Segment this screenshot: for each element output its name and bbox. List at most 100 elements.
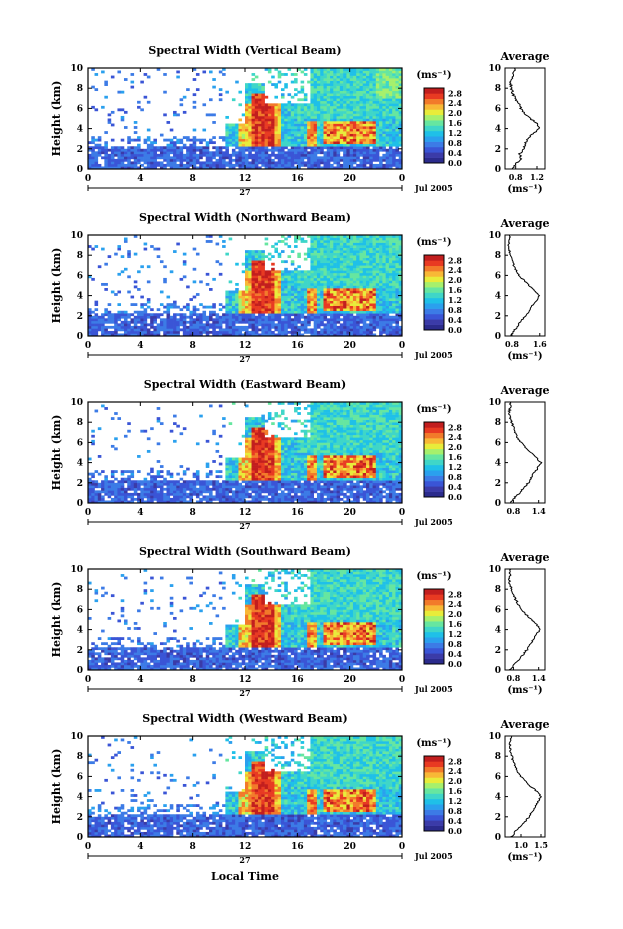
average-frame	[504, 568, 546, 671]
average-x-tick-label: 1.5	[534, 840, 548, 850]
average-y-tick-label: 4	[495, 793, 501, 803]
panel-5: Spectral Width (Westward Beam)0 4 8 12 16 20 0…	[50, 712, 550, 865]
average-frame	[504, 234, 546, 337]
colorbar-swatch	[424, 605, 444, 611]
colorbar-swatch	[424, 594, 444, 601]
colorbar-tick-label: 2.0	[448, 609, 462, 619]
colorbar-swatch	[424, 615, 444, 622]
colorbar-swatch	[424, 271, 444, 277]
colorbar-swatch	[424, 438, 444, 444]
y-tick-label: 8	[77, 251, 83, 261]
colorbar-tick-label: 1.2	[448, 796, 462, 806]
colorbar-swatch	[424, 93, 444, 100]
colorbar-swatch	[424, 104, 444, 110]
x-tick-label: 8	[190, 508, 196, 518]
average-y-tick-label: 8	[495, 84, 501, 94]
average-y-tick-label: 8	[495, 585, 501, 595]
x-tick-label: 0	[399, 174, 405, 184]
colorbar-tick-label: 0.0	[448, 325, 462, 335]
colorbar-tick-label: 1.6	[448, 452, 462, 462]
y-tick-label: 6	[77, 271, 83, 281]
average-y-tick-label: 4	[495, 626, 501, 636]
average-profile-line	[508, 735, 542, 838]
x-tick-label: 8	[190, 675, 196, 685]
y-axis-label: Height (km)	[50, 81, 63, 157]
average-y-tick-label: 6	[495, 605, 501, 615]
colorbar-tick-label: 2.4	[448, 265, 462, 275]
colorbar-tick-label: 2.4	[448, 98, 462, 108]
colorbar-tick-label: 1.6	[448, 118, 462, 128]
month-label: Jul 2005	[414, 350, 453, 360]
colorbar-tick-label: 2.0	[448, 776, 462, 786]
colorbar-frame	[423, 87, 445, 164]
y-tick-label: 10	[70, 231, 83, 241]
average-y-tick-label: 10	[488, 64, 501, 74]
heatmap-cells	[88, 569, 403, 671]
colorbar-tick-label: 0.0	[448, 826, 462, 836]
x-tick-label: 12	[239, 842, 252, 852]
average-y-tick-label: 4	[495, 125, 501, 135]
colorbar-swatch	[424, 292, 444, 299]
colorbar-tick-label: 0.8	[448, 138, 462, 148]
colorbar-swatch	[424, 443, 444, 450]
y-tick-label: 8	[77, 84, 83, 94]
colorbar-swatch	[424, 427, 444, 434]
colorbar-swatch	[424, 255, 444, 261]
colorbar-tick-label: 0.8	[448, 639, 462, 649]
colorbar-frame	[423, 755, 445, 832]
colorbar-swatch	[424, 303, 444, 309]
y-tick-label: 2	[77, 646, 83, 656]
colorbar-swatch	[424, 621, 444, 627]
x-tick-label: 0	[399, 341, 405, 351]
colorbar-swatch	[424, 297, 444, 304]
colorbar-swatch	[424, 141, 444, 148]
panel-2: Spectral Width (Northward Beam)0 4 8 12 16 20…	[50, 211, 550, 364]
x-tick-label: 8	[190, 842, 196, 852]
colorbar-tick-label: 0.8	[448, 472, 462, 482]
y-tick-label: 4	[77, 626, 83, 636]
colorbar-tick-label: 1.6	[448, 786, 462, 796]
average-y-tick-label: 6	[495, 271, 501, 281]
average-title: Average	[499, 384, 549, 397]
x-tick-label: 16	[291, 508, 304, 518]
colorbar-tick-label: 1.2	[448, 629, 462, 639]
x-tick-label: 4	[137, 341, 143, 351]
colorbar-tick-label: 2.4	[448, 432, 462, 442]
colorbar-tick-label: 1.6	[448, 285, 462, 295]
y-tick-label: 0	[77, 666, 83, 676]
average-y-tick-label: 10	[488, 231, 501, 241]
date-label: 27	[239, 688, 250, 698]
y-tick-label: 4	[77, 793, 83, 803]
average-x-tick-label: 1.4	[532, 506, 546, 516]
average-x-tick-label: 0.8	[505, 339, 519, 349]
date-label: 27	[239, 187, 250, 197]
average-y-tick-label: 0	[495, 165, 501, 175]
average-x-label: (ms⁻¹)	[507, 685, 542, 696]
month-label: Jul 2005	[414, 851, 453, 861]
y-tick-label: 2	[77, 145, 83, 155]
y-tick-label: 2	[77, 813, 83, 823]
colorbar-tick-label: 0.4	[448, 315, 462, 325]
colorbar-swatch	[424, 772, 444, 778]
average-y-tick-label: 8	[495, 418, 501, 428]
colorbar-tick-label: 2.0	[448, 442, 462, 452]
y-axis-label: Height (km)	[50, 415, 63, 491]
colorbar-swatch	[424, 98, 444, 105]
colorbar-tick-label: 0.0	[448, 659, 462, 669]
heatmap-cells	[88, 235, 403, 337]
y-axis-label: Height (km)	[50, 248, 63, 324]
average-y-tick-label: 0	[495, 833, 501, 843]
colorbar-tick-label: 1.2	[448, 462, 462, 472]
colorbar-swatch	[424, 804, 444, 810]
average-title: Average	[499, 217, 549, 230]
y-tick-label: 2	[77, 312, 83, 322]
colorbar-swatch	[424, 454, 444, 460]
colorbar-tick-label: 0.8	[448, 806, 462, 816]
colorbar-swatch	[424, 324, 444, 331]
colorbar-tick-label: 2.8	[448, 756, 462, 766]
colorbar-swatch	[424, 260, 444, 267]
y-tick-label: 0	[77, 332, 83, 342]
x-tick-label: 16	[291, 341, 304, 351]
x-tick-label: 20	[343, 341, 356, 351]
colorbar-unit: (ms⁻¹)	[416, 70, 451, 81]
